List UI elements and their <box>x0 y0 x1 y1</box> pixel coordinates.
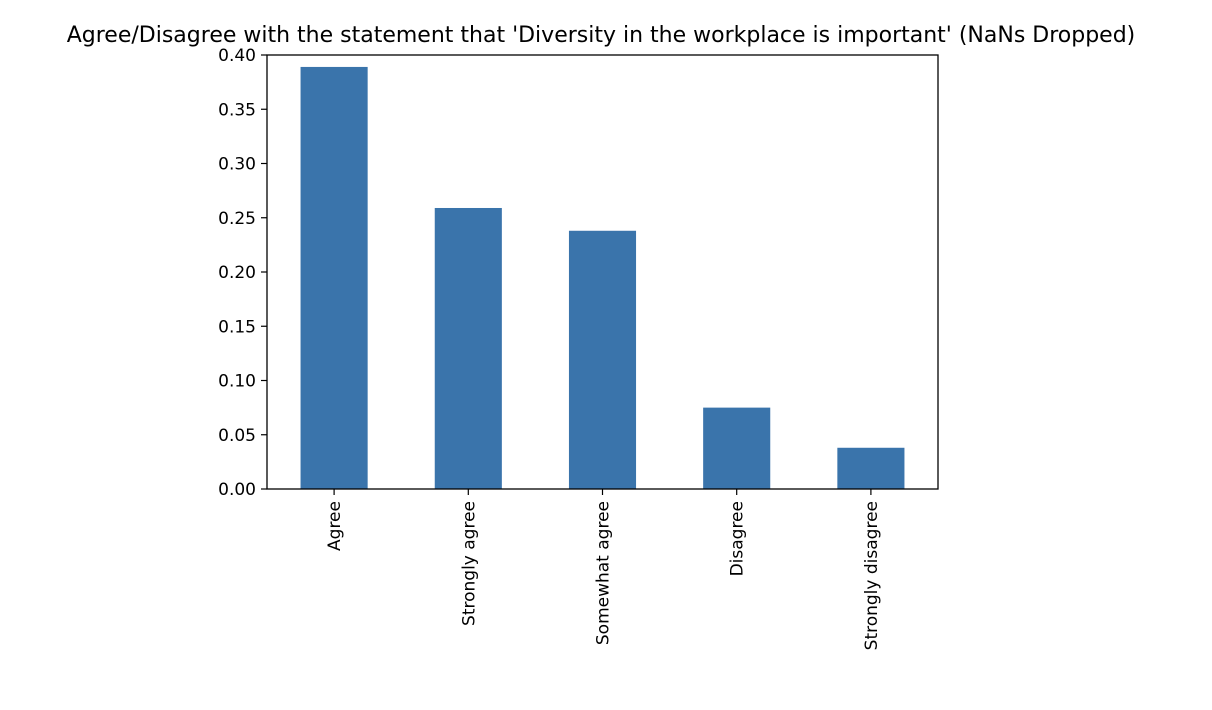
bar-agree <box>300 66 368 489</box>
y-tick-label: 0.05 <box>218 426 256 446</box>
y-tick-label: 0.15 <box>218 317 256 337</box>
bar-disagree <box>703 407 771 489</box>
bar-strongly-agree <box>434 207 502 490</box>
x-category-label: Strongly agree <box>459 501 479 626</box>
y-tick-label: 0.35 <box>218 100 256 120</box>
x-category-label: Disagree <box>728 501 748 576</box>
x-category-label: Agree <box>325 501 345 551</box>
y-tick-label: 0.10 <box>218 372 256 392</box>
x-category-label: Strongly disagree <box>862 501 882 650</box>
y-tick-label: 0.40 <box>218 46 256 66</box>
x-category-label: Somewhat agree <box>594 501 614 645</box>
plot-frame <box>266 54 939 490</box>
y-tick-label: 0.20 <box>218 263 256 283</box>
chart-title: Agree/Disagree with the statement that '… <box>67 23 1136 48</box>
x-axis: Agree Strongly agree Somewhat agree Disagre… <box>325 489 882 650</box>
y-axis: 0.00 0.05 0.10 0.15 0.20 0.25 0.30 0.35 0.40 <box>218 46 267 500</box>
bar-strongly-disagree <box>837 447 905 489</box>
bars-group <box>300 66 905 490</box>
y-tick-label: 0.00 <box>218 480 256 500</box>
bar-somewhat-agree <box>568 230 637 489</box>
y-tick-label: 0.30 <box>218 155 256 175</box>
y-tick-label: 0.25 <box>218 209 256 229</box>
